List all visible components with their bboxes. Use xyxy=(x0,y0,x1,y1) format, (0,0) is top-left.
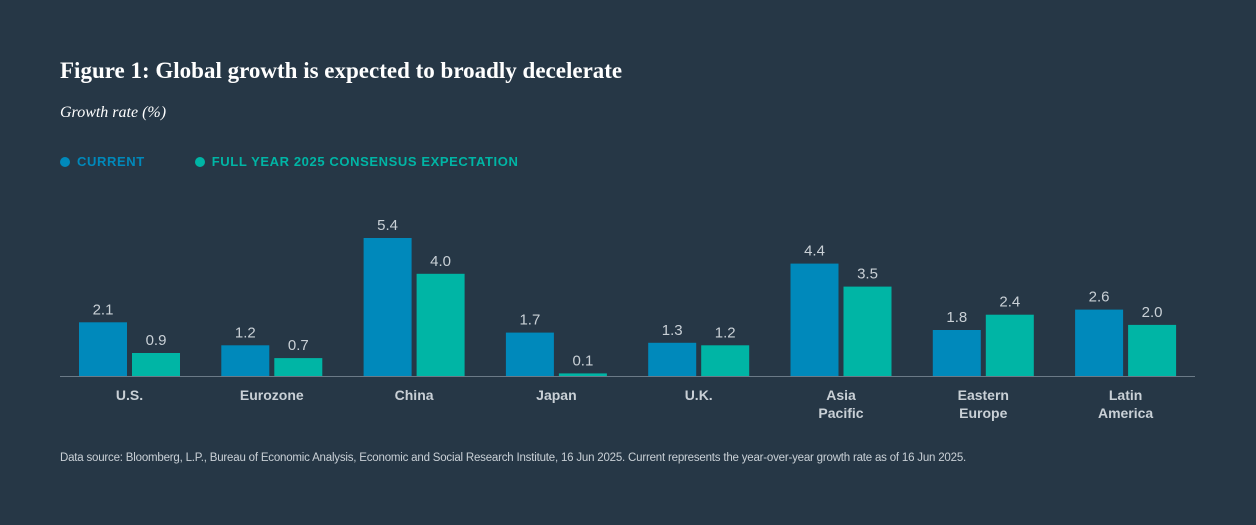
value-label-uk-current: 1.3 xyxy=(662,322,683,339)
bar-china-consensus xyxy=(416,273,465,376)
category-label-uk: U.K. xyxy=(685,387,713,403)
category-label-eastern-europe: Eastern Europe xyxy=(958,387,1009,421)
chart-title: Figure 1: Global growth is expected to b… xyxy=(60,58,623,83)
bar-us-current xyxy=(79,322,127,376)
value-label-us-consensus: 0.9 xyxy=(146,332,167,349)
bar-latin-america-consensus xyxy=(1128,324,1177,376)
bar-latin-america-current xyxy=(1075,309,1124,376)
legend-dot-consensus xyxy=(194,156,205,167)
value-label-us-current: 2.1 xyxy=(93,301,114,318)
category-label-latin-america: Latin America xyxy=(1098,387,1153,421)
bar-us-consensus xyxy=(132,353,180,376)
category-label-asia-pacific: Asia Pacific xyxy=(818,387,863,421)
legend-label-current: CURRENT xyxy=(77,154,145,169)
bar-japan-current xyxy=(505,332,554,376)
value-label-japan-consensus: 0.1 xyxy=(572,352,593,369)
data-source-footnote: Data source: Bloomberg, L.P., Bureau of … xyxy=(60,452,967,464)
value-label-japan-current: 1.7 xyxy=(519,312,540,329)
bar-eurozone-consensus xyxy=(274,358,323,376)
category-label-china: China xyxy=(395,387,434,403)
legend-item-current: CURRENT xyxy=(60,154,145,169)
legend-label-consensus: FULL YEAR 2025 CONSENSUS EXPECTATION xyxy=(211,154,519,169)
bar-asia-pacific-current xyxy=(790,263,839,376)
bar-japan-consensus xyxy=(558,373,607,376)
legend-item-consensus: FULL YEAR 2025 CONSENSUS EXPECTATION xyxy=(194,154,519,169)
value-label-asia-pacific-current: 4.4 xyxy=(804,243,825,260)
value-label-latin-america-consensus: 2.0 xyxy=(1142,304,1163,321)
value-label-china-consensus: 4.0 xyxy=(430,253,451,270)
bar-asia-pacific-consensus xyxy=(843,286,892,376)
chart-legend: CURRENT FULL YEAR 2025 CONSENSUS EXPECTA… xyxy=(60,154,518,169)
bar-eastern-europe-current xyxy=(932,330,981,376)
category-label-japan: Japan xyxy=(536,387,576,403)
legend-dot-current xyxy=(60,156,70,167)
value-label-eurozone-consensus: 0.7 xyxy=(288,337,309,354)
bar-eurozone-current xyxy=(221,345,270,376)
category-label-us: U.S. xyxy=(116,387,143,403)
chart-subtitle: Growth rate (%) xyxy=(60,104,167,121)
value-label-latin-america-current: 2.6 xyxy=(1089,289,1110,306)
bar-eastern-europe-consensus xyxy=(985,314,1034,376)
value-label-china-current: 5.4 xyxy=(377,217,398,234)
bar-uk-current xyxy=(648,342,697,376)
bar-uk-consensus xyxy=(701,345,750,376)
value-label-eastern-europe-consensus: 2.4 xyxy=(999,294,1020,311)
value-label-asia-pacific-consensus: 3.5 xyxy=(857,266,878,283)
category-label-eurozone: Eurozone xyxy=(240,387,304,403)
bar-china-current xyxy=(363,238,412,376)
value-label-eastern-europe-current: 1.8 xyxy=(946,309,967,326)
value-label-uk-consensus: 1.2 xyxy=(715,324,736,341)
value-label-eurozone-current: 1.2 xyxy=(235,324,256,341)
